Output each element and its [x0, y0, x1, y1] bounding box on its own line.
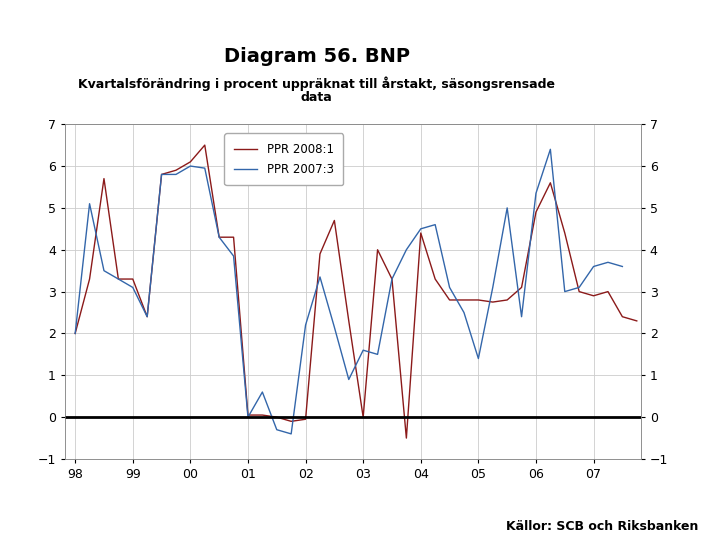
- PPR 2008:1: [215, 234, 223, 240]
- PPR 2007:3: [186, 163, 194, 169]
- Text: Diagram 56. BNP: Diagram 56. BNP: [224, 47, 410, 66]
- PPR 2007:3: [344, 376, 353, 383]
- PPR 2008:1: [200, 142, 209, 149]
- PPR 2008:1: [229, 234, 238, 240]
- PPR 2008:1: [186, 159, 194, 165]
- PPR 2007:3: [618, 264, 626, 270]
- PPR 2008:1: [171, 167, 180, 173]
- Legend: PPR 2008:1, PPR 2007:3: PPR 2008:1, PPR 2007:3: [224, 133, 343, 185]
- PPR 2008:1: [258, 412, 266, 418]
- Line: PPR 2007:3: PPR 2007:3: [75, 149, 622, 434]
- PPR 2008:1: [445, 297, 454, 303]
- PPR 2008:1: [114, 276, 122, 282]
- PPR 2007:3: [603, 259, 612, 266]
- PPR 2007:3: [330, 324, 338, 330]
- PPR 2008:1: [128, 276, 137, 282]
- PPR 2008:1: [315, 251, 324, 257]
- PPR 2008:1: [157, 171, 166, 178]
- PPR 2008:1: [330, 217, 338, 224]
- PPR 2007:3: [243, 414, 252, 420]
- Text: Kvartalsförändring i procent uppräknat till årstakt, säsongsrensade: Kvartalsförändring i procent uppräknat t…: [78, 77, 555, 91]
- PPR 2007:3: [560, 288, 569, 295]
- PPR 2007:3: [272, 427, 281, 433]
- PPR 2007:3: [373, 351, 382, 357]
- PPR 2008:1: [402, 435, 410, 441]
- PPR 2007:3: [589, 264, 598, 270]
- PPR 2008:1: [575, 288, 583, 295]
- PPR 2008:1: [459, 297, 468, 303]
- PPR 2008:1: [416, 230, 425, 237]
- PPR 2008:1: [71, 330, 79, 337]
- PPR 2007:3: [200, 165, 209, 171]
- PPR 2007:3: [387, 276, 396, 282]
- PPR 2007:3: [258, 389, 266, 395]
- PPR 2007:3: [99, 267, 108, 274]
- PPR 2007:3: [474, 355, 482, 362]
- PPR 2008:1: [531, 209, 540, 215]
- PPR 2007:3: [301, 322, 310, 328]
- PPR 2008:1: [488, 299, 497, 305]
- PPR 2007:3: [229, 253, 238, 259]
- PPR 2008:1: [344, 318, 353, 324]
- PPR 2007:3: [215, 234, 223, 240]
- PPR 2007:3: [287, 431, 295, 437]
- PPR 2008:1: [243, 412, 252, 418]
- PPR 2008:1: [517, 284, 526, 291]
- PPR 2008:1: [373, 246, 382, 253]
- PPR 2007:3: [359, 347, 367, 353]
- PPR 2008:1: [474, 297, 482, 303]
- PPR 2007:3: [517, 313, 526, 320]
- PPR 2008:1: [287, 418, 295, 424]
- PPR 2007:3: [128, 284, 137, 291]
- PPR 2008:1: [560, 230, 569, 237]
- PPR 2008:1: [603, 288, 612, 295]
- PPR 2008:1: [618, 313, 626, 320]
- PPR 2007:3: [546, 146, 554, 152]
- Line: PPR 2008:1: PPR 2008:1: [75, 145, 636, 438]
- Text: ✦✦✦
✦ ✦: ✦✦✦ ✦ ✦: [660, 19, 683, 41]
- PPR 2008:1: [99, 176, 108, 182]
- Text: SVERIGES
RIKSBANK: SVERIGES RIKSBANK: [649, 64, 693, 83]
- PPR 2007:3: [445, 284, 454, 291]
- PPR 2008:1: [632, 318, 641, 324]
- PPR 2008:1: [589, 293, 598, 299]
- PPR 2008:1: [387, 276, 396, 282]
- PPR 2008:1: [431, 276, 439, 282]
- PPR 2007:3: [431, 221, 439, 228]
- PPR 2007:3: [531, 190, 540, 197]
- PPR 2008:1: [143, 313, 151, 320]
- PPR 2008:1: [503, 297, 511, 303]
- PPR 2007:3: [171, 171, 180, 178]
- Text: data: data: [301, 91, 333, 104]
- PPR 2007:3: [71, 330, 79, 337]
- PPR 2007:3: [402, 246, 410, 253]
- PPR 2007:3: [459, 309, 468, 316]
- PPR 2008:1: [546, 179, 554, 186]
- PPR 2008:1: [301, 416, 310, 422]
- PPR 2008:1: [272, 414, 281, 420]
- PPR 2007:3: [416, 226, 425, 232]
- PPR 2007:3: [85, 200, 94, 207]
- PPR 2007:3: [315, 274, 324, 280]
- PPR 2007:3: [488, 284, 497, 291]
- PPR 2007:3: [503, 205, 511, 211]
- PPR 2007:3: [143, 313, 151, 320]
- Text: Källor: SCB och Riksbanken: Källor: SCB och Riksbanken: [506, 520, 698, 533]
- PPR 2008:1: [85, 276, 94, 282]
- PPR 2008:1: [359, 414, 367, 420]
- PPR 2007:3: [157, 171, 166, 178]
- PPR 2007:3: [114, 276, 122, 282]
- PPR 2007:3: [575, 284, 583, 291]
